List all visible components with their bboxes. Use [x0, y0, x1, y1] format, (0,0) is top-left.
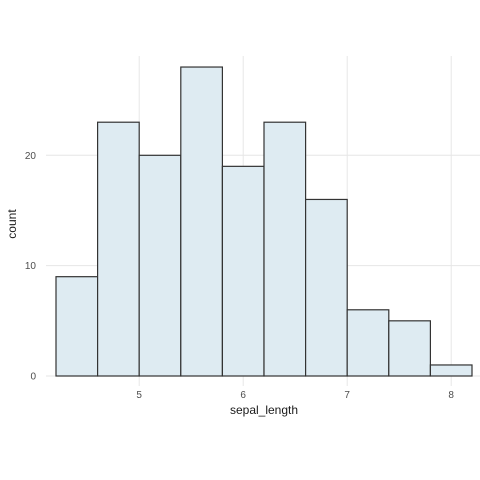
x-tick-label: 5	[136, 390, 142, 401]
histogram-bar	[305, 198, 348, 377]
histogram-bar	[96, 121, 140, 377]
histogram-bar	[221, 165, 265, 377]
y-tick-label: 0	[30, 372, 36, 383]
histogram-bar	[138, 154, 182, 377]
x-tick-label: 8	[448, 390, 454, 401]
y-tick-label: 20	[25, 151, 37, 162]
x-axis-title: sepal_length	[230, 403, 298, 417]
x-tick-label: 7	[344, 390, 350, 401]
y-axis-title: count	[5, 209, 19, 239]
y-tick-label: 10	[25, 261, 37, 272]
histogram-bar	[263, 121, 307, 377]
ticks-layer: 0 10 20 5 6 7 8	[25, 151, 455, 401]
histogram-bar	[346, 309, 390, 377]
histogram-bar	[388, 320, 431, 377]
histogram-bar	[55, 276, 99, 377]
histogram-bar	[429, 364, 473, 377]
x-tick-label: 6	[240, 390, 246, 401]
histogram-bar	[180, 66, 224, 377]
bars-layer	[55, 66, 473, 377]
